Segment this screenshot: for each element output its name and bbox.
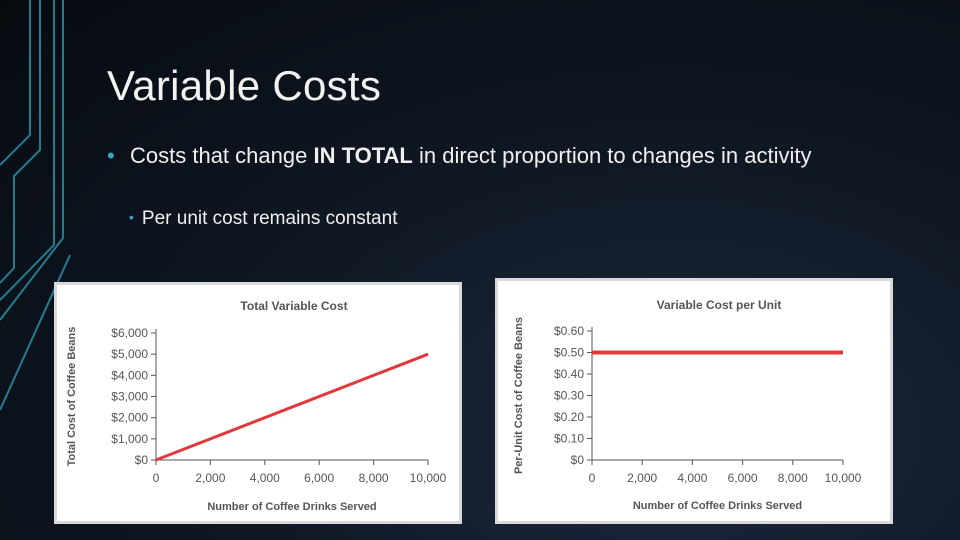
sub-bullet-text: Per unit cost remains constant (141, 208, 398, 229)
total-variable-cost-chart: Total Variable Cost Total Cost of Coffee … (54, 282, 462, 524)
per-unit-cost-x-tick-label: 8,000 (778, 471, 808, 485)
per-unit-cost-y-tick-label: $0.40 (554, 367, 584, 381)
total-cost-x-tick-label: 6,000 (304, 471, 334, 485)
main-bullet-pre: Costs that change (130, 143, 314, 168)
total-cost-y-tick-label: $4,000 (111, 368, 148, 382)
variable-cost-per-unit-svg: Variable Cost per Unit Per-Unit Cost of C… (513, 298, 862, 512)
bullet-dot: • (107, 143, 115, 168)
per-unit-cost-x-tick-label: 6,000 (728, 471, 758, 485)
variable-cost-per-unit-chart: Variable Cost per Unit Per-Unit Cost of C… (495, 278, 893, 524)
total-cost-xlabel: Number of Coffee Drinks Served (207, 501, 376, 513)
total-variable-cost-svg: Total Variable Cost Total Cost of Coffee … (66, 299, 447, 513)
per-unit-cost-xlabel: Number of Coffee Drinks Served (633, 500, 802, 512)
total-cost-x-tick-label: 8,000 (359, 471, 389, 485)
per-unit-cost-x-tick-label: 4,000 (677, 471, 707, 485)
per-unit-cost-y-tick-label: $0.20 (554, 410, 584, 424)
total-cost-y-tick-label: $3,000 (111, 390, 148, 404)
total-cost-y-tick-label: $2,000 (111, 411, 148, 425)
slide-title: Variable Costs (107, 62, 382, 109)
sub-bullet-dot: • (129, 209, 134, 225)
total-cost-x-tick-label: 10,000 (410, 471, 447, 485)
per-unit-cost-y-tick-label: $0.10 (554, 432, 584, 446)
main-bullet: • Costs that change IN TOTAL in direct p… (107, 141, 867, 171)
total-cost-x-tick-label: 2,000 (195, 471, 225, 485)
per-unit-cost-x-tick-label: 0 (589, 471, 596, 485)
total-cost-y-tick-label: $0 (135, 453, 149, 467)
per-unit-cost-y-tick-label: $0.50 (554, 346, 584, 360)
per-unit-cost-title: Variable Cost per Unit (657, 298, 782, 312)
total-cost-ylabel: Total Cost of Coffee Beans (66, 327, 78, 467)
per-unit-cost-x-tick-label: 2,000 (627, 471, 657, 485)
total-cost-y-tick-label: $6,000 (111, 326, 148, 340)
total-cost-series-line (155, 352, 429, 462)
per-unit-cost-ylabel: Per-Unit Cost of Coffee Beans (513, 317, 525, 474)
total-cost-x-tick-label: 4,000 (250, 471, 280, 485)
main-bullet-bold: IN TOTAL (313, 143, 413, 168)
per-unit-cost-x-tick-label: 10,000 (825, 471, 862, 485)
main-bullet-text: Costs that change IN TOTAL in direct pro… (107, 141, 867, 171)
per-unit-cost-y-tick-label: $0 (571, 453, 585, 467)
total-cost-y-tick-label: $1,000 (111, 432, 148, 446)
total-cost-title: Total Variable Cost (240, 299, 347, 313)
main-bullet-post: in direct proportion to changes in activ… (412, 143, 812, 168)
total-cost-x-tick-label: 0 (153, 471, 160, 485)
sub-bullet: • Per unit cost remains constant (129, 208, 397, 230)
per-unit-cost-y-tick-label: $0.60 (554, 324, 584, 338)
per-unit-cost-y-tick-label: $0.30 (554, 389, 584, 403)
total-cost-y-tick-label: $5,000 (111, 347, 148, 361)
